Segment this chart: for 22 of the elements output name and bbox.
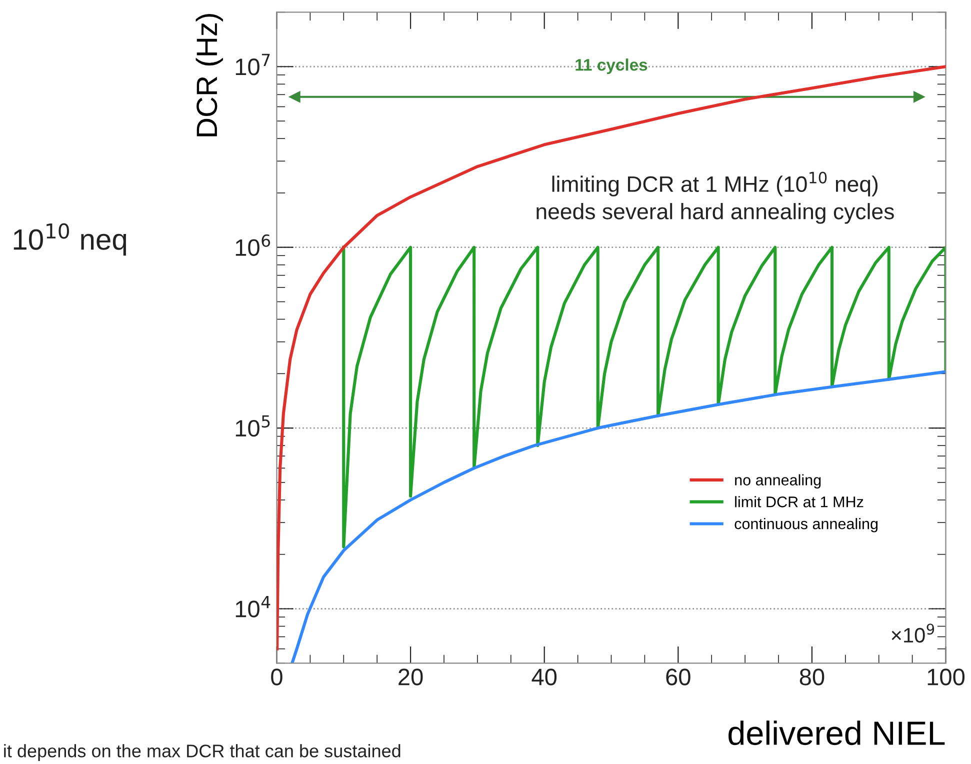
- legend-label: no annealing: [735, 474, 821, 488]
- y-axis-title: DCR (Hz): [196, 14, 223, 136]
- annotation: limiting DCR at 1 MHz (10$^{10}$ neq) needs several hard annealing cycles: [536, 172, 894, 224]
- text: 10$^{10}$ neq: [14, 223, 126, 256]
- line-series: [342, 246, 946, 548]
- y-tick-label: 10$^{4}$: [236, 596, 270, 618]
- legend-label: continuous annealing: [734, 518, 878, 532]
- y-tick-label: 10$^{5}$: [236, 415, 270, 437]
- x-tick-label: 60: [666, 668, 690, 686]
- annotation: ×10$^{9}$: [892, 624, 934, 643]
- annotation: 11 cycles: [576, 58, 648, 74]
- x-axis-title: delivered NIEL: [728, 720, 945, 746]
- y-tick-label: 10$^{7}$: [236, 54, 270, 76]
- x-tick-label: 100: [928, 668, 965, 686]
- text: it depends on the max DCR that can be sustained: [4, 744, 400, 761]
- y-tick-label: 10$^{6}$: [236, 234, 270, 256]
- x-tick-label: 80: [800, 668, 824, 686]
- x-tick-label: 20: [398, 668, 423, 686]
- x-tick-label: 0: [271, 668, 282, 686]
- line-series: [290, 370, 946, 664]
- x-tick-label: 40: [532, 668, 557, 686]
- legend-label: limit DCR at 1 MHz: [735, 496, 864, 508]
